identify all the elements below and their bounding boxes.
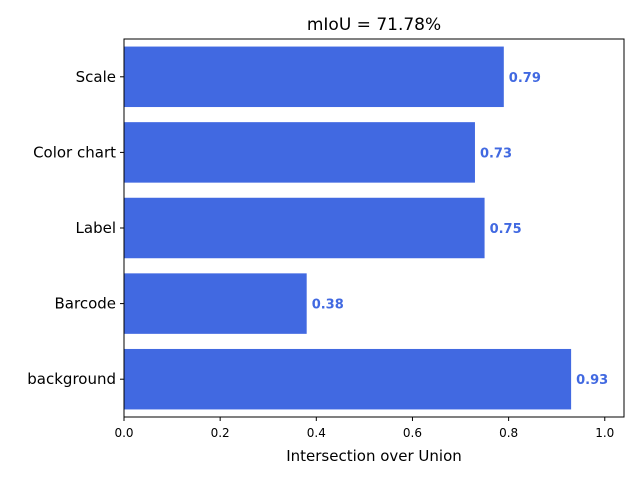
y-tick-label: Scale <box>76 68 116 86</box>
x-axis: 0.0 0.2 0.4 0.6 0.8 1.0 <box>114 417 614 440</box>
x-tick-label: 0.0 <box>114 426 133 440</box>
bar-color-chart <box>124 122 475 183</box>
plot-frame <box>123 38 625 418</box>
x-axis-label: Intersection over Union <box>286 447 462 465</box>
bar-barcode <box>124 273 307 334</box>
x-tick-label: 0.8 <box>499 426 518 440</box>
y-tick-label: Label <box>76 219 116 237</box>
value-label: 0.38 <box>312 298 344 313</box>
value-label: 0.79 <box>509 71 541 86</box>
bars-group: 0.79 0.73 0.75 0.38 0.93 <box>124 46 608 410</box>
value-label: 0.73 <box>480 146 512 161</box>
x-tick-label: 0.4 <box>307 426 326 440</box>
value-label: 0.93 <box>576 373 608 388</box>
x-tick-label: 0.6 <box>403 426 422 440</box>
y-axis-labels: Scale Color chart Label Barcode background <box>27 68 124 388</box>
value-label: 0.75 <box>490 222 522 237</box>
bar-label <box>124 197 485 259</box>
y-tick-label: Color chart <box>33 143 116 161</box>
x-tick-label: 1.0 <box>595 426 614 440</box>
y-tick-label: Barcode <box>55 295 117 313</box>
bar-scale <box>124 46 504 108</box>
chart-title: mIoU = 71.78% <box>307 15 441 35</box>
y-tick-label: background <box>27 370 116 388</box>
bar-background <box>124 348 572 410</box>
x-tick-label: 0.2 <box>211 426 230 440</box>
